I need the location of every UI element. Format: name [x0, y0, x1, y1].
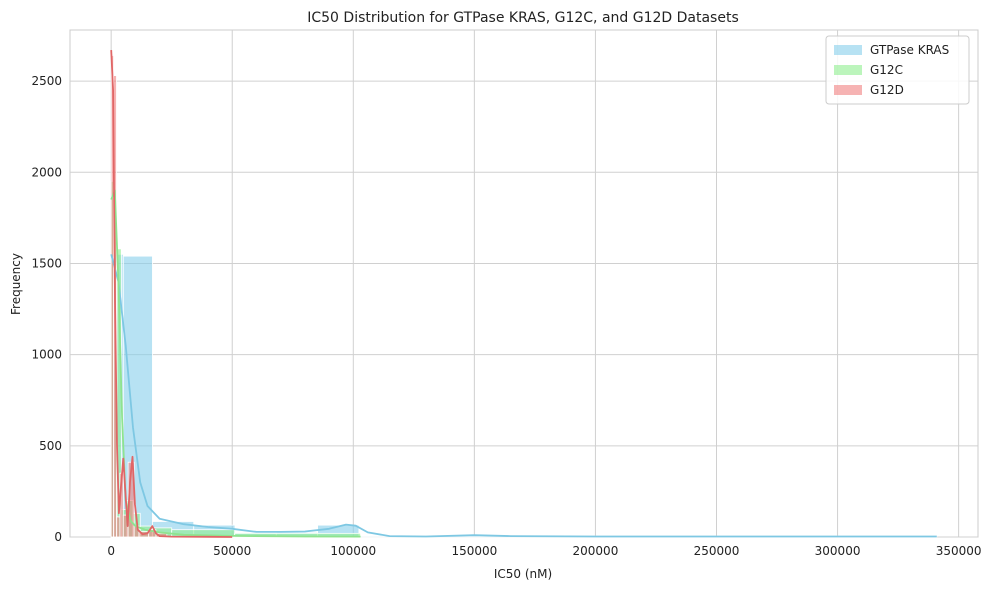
histogram-bar-g12d — [116, 516, 121, 538]
x-tick-label: 200000 — [573, 544, 619, 558]
plot-area: 0 50000 100000 150000 200000 250000 300000 3500… — [31, 29, 982, 558]
x-axis-label: IC50 (nM) — [494, 567, 552, 581]
x-tick-label: 250000 — [694, 544, 740, 558]
kde-line-g12c — [110, 189, 361, 538]
legend-label: G12D — [870, 83, 904, 97]
plot-frame — [69, 29, 979, 538]
x-tick-label: 150000 — [451, 544, 497, 558]
x-tick-label: 350000 — [936, 544, 982, 558]
y-tick-label: 2000 — [31, 165, 62, 179]
y-tick-label: 2500 — [31, 74, 62, 88]
x-tick-label: 0 — [107, 544, 115, 558]
y-tick-label: 500 — [39, 439, 62, 453]
kde-line-g12d — [110, 50, 233, 538]
legend-label: G12C — [870, 63, 903, 77]
x-tick-label: 100000 — [330, 544, 376, 558]
legend-swatch — [834, 85, 862, 95]
y-tick-label: 1500 — [31, 256, 62, 270]
y-axis-label: Frequency — [9, 253, 23, 315]
histogram-bar-gtpase-kras — [122, 255, 153, 538]
x-tick-label: 50000 — [213, 544, 251, 558]
legend-label: GTPase KRAS — [870, 43, 949, 57]
legend-swatch — [834, 65, 862, 75]
y-tick-label: 0 — [54, 530, 62, 544]
y-tick-label: 1000 — [31, 348, 62, 362]
legend-swatch — [834, 45, 862, 55]
chart-title: IC50 Distribution for GTPase KRAS, G12C,… — [307, 10, 739, 26]
x-tick-label: 300000 — [815, 544, 861, 558]
kde-line-gtpase-kras — [110, 254, 937, 538]
